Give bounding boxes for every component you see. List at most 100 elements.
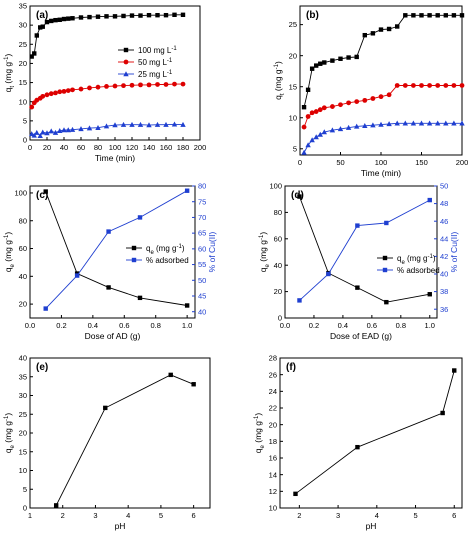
x-tick-label: 3 <box>336 511 340 520</box>
data-point <box>171 121 178 127</box>
x-tick-label: 100 <box>109 143 122 152</box>
data-point <box>44 19 50 25</box>
y-tick-label: 5 <box>23 485 27 494</box>
data-point <box>435 120 441 126</box>
data-point <box>184 188 190 193</box>
x-tick-label: 120 <box>126 143 139 152</box>
legend-marker <box>123 47 129 53</box>
data-point <box>34 129 40 135</box>
data-point <box>163 12 169 18</box>
data-point <box>86 125 93 131</box>
data-point <box>313 109 319 114</box>
data-point <box>48 91 54 97</box>
data-point <box>435 83 441 88</box>
data-point <box>129 82 135 88</box>
x-tick-label: 0.0 <box>25 321 35 330</box>
data-point <box>65 88 71 94</box>
x-tick-label: 0.0 <box>280 321 290 330</box>
x-tick-label: 0.2 <box>309 321 319 330</box>
legend: 100 mg L-1 50 mg L-1 25 mg L-1 <box>118 46 177 79</box>
data-point <box>29 131 35 137</box>
data-point <box>121 13 126 19</box>
data-point <box>32 51 37 56</box>
data-point <box>330 58 335 63</box>
data-point <box>297 298 302 303</box>
data-point <box>57 17 62 22</box>
data-point <box>95 84 101 90</box>
y-axis-label: qe (mg g-1) <box>253 413 266 454</box>
data-point <box>57 128 63 134</box>
y-right-tick-label: 80 <box>198 182 206 191</box>
data-point <box>443 13 448 18</box>
data-point <box>394 83 400 88</box>
data-point <box>43 189 48 194</box>
y-tick-label: 0 <box>278 314 282 323</box>
data-point <box>427 197 432 203</box>
data-point <box>40 129 46 135</box>
y-right-tick-label: 46 <box>440 217 448 226</box>
data-point <box>180 121 186 127</box>
data-point <box>163 121 169 127</box>
y-tick-label: 20 <box>269 420 277 429</box>
x-tick-label: 1.0 <box>182 321 192 330</box>
y-tick-label: 80 <box>19 216 27 225</box>
data-point <box>418 120 425 126</box>
y-right-tick-label: 60 <box>198 244 206 253</box>
y-right-tick-label: 44 <box>440 234 448 243</box>
data-point <box>451 120 457 126</box>
x-tick-label: 50 <box>336 158 344 167</box>
y-tick-label: 5 <box>293 144 297 153</box>
data-point <box>87 14 92 20</box>
data-point <box>103 123 110 129</box>
y-tick-label: 26 <box>269 370 277 379</box>
legend-marker <box>382 255 388 261</box>
data-point <box>31 132 37 138</box>
data-point <box>301 149 307 155</box>
series-line-2 <box>299 199 431 301</box>
x-tick-label: 5 <box>159 511 163 520</box>
y-tick-label: 22 <box>269 404 277 413</box>
legend-marker <box>123 71 129 77</box>
y-tick-label: 0 <box>23 136 27 145</box>
data-point <box>318 61 323 66</box>
data-point <box>337 126 344 132</box>
data-point <box>301 104 307 110</box>
y-tick-label: 35 <box>19 2 27 11</box>
data-point <box>338 56 343 61</box>
data-point <box>120 121 127 127</box>
data-point <box>426 120 433 126</box>
data-point <box>362 123 368 129</box>
data-point <box>314 63 319 68</box>
y-tick-label: 20 <box>19 59 27 68</box>
x-tick-label: 0.6 <box>367 321 377 330</box>
x-tick-label: 0.8 <box>150 321 160 330</box>
x-tick-label: 5 <box>413 511 417 520</box>
chart-panel-1: 0 20 40 60 80 100 120 140 160 180 200 0 5 10 15 20 25 30 3… <box>3 2 206 163</box>
data-point <box>419 13 424 18</box>
y-tick-label: 12 <box>269 487 277 496</box>
legend-marker <box>123 59 129 65</box>
y-tick-label: 25 <box>19 40 27 49</box>
y-tick-label: 0 <box>23 504 27 513</box>
x-tick-label: 20 <box>43 143 51 152</box>
data-point <box>459 13 465 18</box>
legend-label: 100 mg L-1 <box>138 46 177 55</box>
y-tick-label: 25 <box>289 20 297 29</box>
legend-label: qe (mg g-1) <box>397 254 436 266</box>
data-point <box>305 142 311 148</box>
y-right-tick-label: 42 <box>440 252 448 261</box>
y-right-tick-label: 40 <box>198 307 206 316</box>
y-right-axis-label: % of Cu(II) <box>449 232 459 273</box>
data-point <box>180 81 186 87</box>
y-tick-label: 10 <box>19 97 27 106</box>
legend-label: % adsorbed <box>146 256 189 265</box>
data-point <box>354 99 360 105</box>
x-tick-label: 0.4 <box>338 321 348 330</box>
data-point <box>61 127 67 133</box>
legend-label: % adsorbed <box>397 266 440 275</box>
data-point <box>44 92 50 98</box>
series-line-1 <box>55 374 194 506</box>
y-axis-label: qe (mg g-1) <box>258 232 271 273</box>
data-point <box>78 86 84 92</box>
x-tick-label: 80 <box>94 143 102 152</box>
